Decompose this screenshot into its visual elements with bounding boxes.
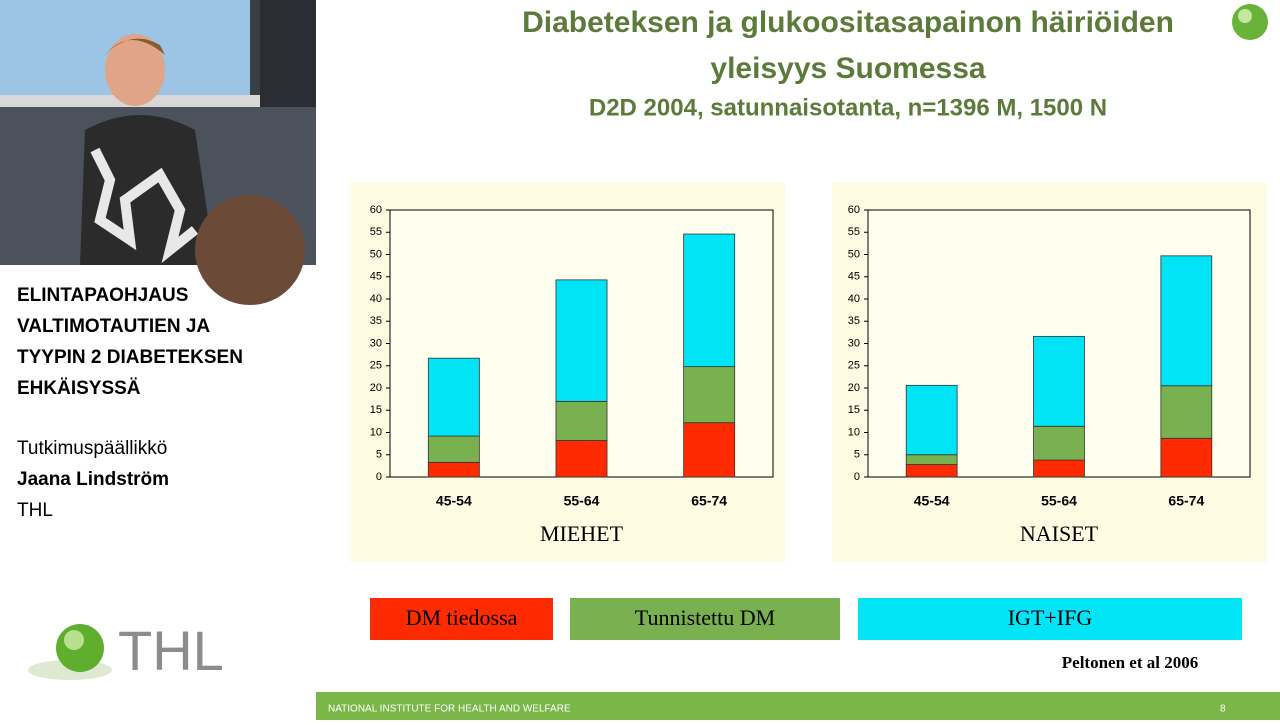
y-tick-label: 10 [370,426,382,438]
slide-logo-shine [1238,9,1252,23]
logo-shine [64,630,84,650]
slide-logo [1232,4,1268,40]
heading-line: ELINTAPAOHJAUS [17,285,188,306]
slide-title: Diabeteksen ja glukoositasapainon häiriö… [522,6,1174,121]
x-tick-label: 55-64 [564,493,600,509]
bar-segment [1160,437,1213,478]
y-tick-label: 45 [848,271,860,283]
y-tick-label: 5 [854,449,860,461]
legend-swatch [370,598,553,640]
x-tick-label: 65-74 [691,493,727,509]
heading-line: TYYPIN 2 DIABETEKSEN [17,347,243,368]
bar-segment [683,233,736,368]
x-tick-label: 45-54 [436,493,472,509]
y-tick-label: 20 [370,382,382,394]
bar-segment [555,440,608,478]
y-tick-label: 30 [370,337,382,349]
bar-segment [905,384,958,456]
hair [105,38,165,55]
y-tick-label: 35 [848,315,860,327]
bar-segment [1033,459,1085,478]
heading-line: VALTIMOTAUTIEN JA [17,316,210,337]
x-tick-label: 45-54 [914,493,950,509]
audience-head [195,195,305,305]
y-tick-label: 10 [848,426,860,438]
footer-bar [316,692,1280,720]
y-tick-label: 0 [376,471,382,483]
bar-segment [1033,425,1085,461]
y-tick-label: 50 [848,248,860,260]
x-tick-label: 65-74 [1168,493,1204,509]
person-name: Jaana Lindström [17,469,169,490]
page-number: 8 [1220,704,1226,715]
bar-segment [683,422,736,478]
subtitle: D2D 2004, satunnaisotanta, n=1396 M, 150… [589,94,1107,121]
citation: Peltonen et al 2006 [1062,653,1198,672]
pattern [90,147,199,264]
bar-segment [555,400,608,441]
bar-segment [1160,255,1213,387]
role: Tutkimuspäällikkö [17,438,167,459]
y-tick-label: 35 [370,315,382,327]
legend-label: DM tiedossa [406,605,518,630]
y-tick-label: 25 [370,360,382,372]
y-tick-label: 55 [848,226,860,238]
y-tick-label: 5 [376,449,382,461]
title-line: yleisyys Suomessa [710,52,986,85]
y-tick-label: 25 [848,360,860,372]
legend-swatch [858,598,1242,640]
bar-segment [427,357,480,437]
y-tick-label: 60 [848,204,860,216]
bar-segment [427,461,480,478]
bar-segment [683,366,736,424]
y-tick-label: 15 [848,404,860,416]
heading-line: EHKÄISYSSÄ [17,378,141,399]
footer-text: NATIONAL INSTITUTE FOR HEALTH AND WELFAR… [328,704,571,715]
bar-segment [1033,335,1085,427]
bar-segment [1160,385,1213,439]
bar-segment [555,279,608,402]
bar-segment [905,454,958,465]
y-tick-label: 30 [848,337,860,349]
organization: THL [17,500,53,521]
legend-label: IGT+IFG [1008,605,1093,630]
legend-label: Tunnistettu DM [635,605,775,630]
x-tick-label: 55-64 [1041,493,1077,509]
legend: DM tiedossa Tunnistettu DM IGT+IFG [370,598,1242,640]
x-axis-label: NAISET [1020,521,1099,546]
y-tick-label: 45 [370,271,382,283]
y-tick-label: 50 [370,248,382,260]
bar-segment [905,464,958,478]
title-line: Diabeteksen ja glukoositasapainon häiriö… [522,6,1174,39]
y-tick-label: 55 [370,226,382,238]
y-tick-label: 15 [370,404,382,416]
head [105,34,165,106]
y-tick-label: 0 [854,471,860,483]
y-tick-label: 40 [370,293,382,305]
legend-swatch [570,598,840,640]
logo-text: THL [118,619,224,682]
bar-segment [427,435,480,463]
y-tick-label: 40 [848,293,860,305]
sidebar-heading: ELINTAPAOHJAUS VALTIMOTAUTIEN JA TYYPIN … [17,285,243,399]
x-axis-label: MIEHET [540,521,624,546]
y-tick-label: 20 [848,382,860,394]
y-tick-label: 60 [370,204,382,216]
